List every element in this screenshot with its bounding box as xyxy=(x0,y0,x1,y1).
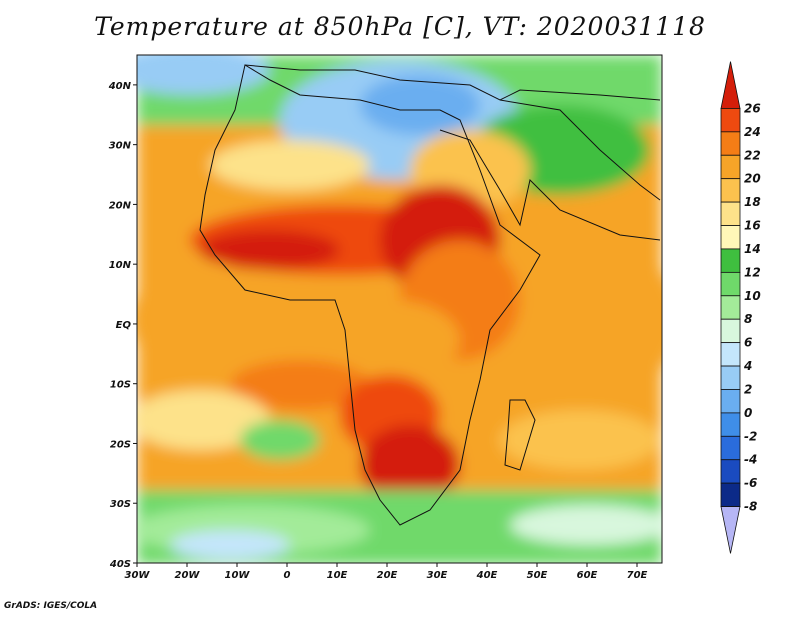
lon-tick-label: 50E xyxy=(527,570,548,581)
lat-tick-label: 30N xyxy=(109,141,132,152)
colorbar-swatch xyxy=(720,459,741,484)
lon-tick-label: 60E xyxy=(577,570,598,581)
lat-tick-label: 20S xyxy=(110,439,131,450)
colorbar-swatch xyxy=(720,482,741,507)
colorbar-swatch xyxy=(720,154,741,180)
colorbar-label: 0 xyxy=(744,406,752,420)
colorbar-swatch xyxy=(720,295,741,320)
colorbar-label: -8 xyxy=(744,500,757,514)
lon-tick-label: 10E xyxy=(327,570,348,581)
colorbar-label: 16 xyxy=(744,219,761,233)
lon-tick-label: 30E xyxy=(427,570,448,581)
latitude-axis: 40N 30N 20N 10N EQ 10S 20S 30S 40S xyxy=(108,81,137,570)
credit-text: GrADS: IGES/COLA xyxy=(4,601,98,611)
lon-tick-label: 40E xyxy=(476,570,498,581)
lat-tick-label: 20N xyxy=(109,200,132,211)
colorbar-label: -2 xyxy=(744,429,757,443)
lon-tick-label: 30W xyxy=(125,570,151,581)
longitude-axis: 30W 20W 10W 0 10E 20E 30E 40E 50E 60E 70E xyxy=(125,563,648,581)
colorbar-swatch xyxy=(720,61,741,109)
colorbar-label: 10 xyxy=(744,289,761,303)
colorbar-swatch xyxy=(720,342,741,367)
colorbar-swatch xyxy=(720,318,741,344)
colorbar-label: 2 xyxy=(744,382,752,396)
colorbar-label: -4 xyxy=(744,453,757,467)
lat-tick-label: 10N xyxy=(109,260,132,271)
colorbar-label: 12 xyxy=(744,265,761,279)
colorbar-swatch xyxy=(720,225,741,250)
colorbar-label: -6 xyxy=(744,476,757,490)
colorbar-label: 20 xyxy=(744,172,761,186)
lon-tick-label: 0 xyxy=(284,570,291,581)
lon-tick-label: 10W xyxy=(225,570,251,581)
lon-tick-label: 70E xyxy=(627,570,648,581)
colorbar-swatch xyxy=(720,131,741,156)
lat-tick-label: 30S xyxy=(110,499,131,510)
lat-tick-label: 10S xyxy=(110,380,131,391)
lon-tick-label: 20W xyxy=(175,570,201,581)
lat-tick-label: EQ xyxy=(116,320,132,331)
colorbar-swatch xyxy=(720,271,741,297)
colorbar-swatch xyxy=(720,506,741,554)
map-title: Temperature at 850hPa [C], VT: 202003111… xyxy=(94,12,706,41)
colorbar-swatch xyxy=(720,178,741,203)
plot-frame xyxy=(136,54,663,564)
lon-tick-label: 20E xyxy=(377,570,398,581)
colorbar-swatch xyxy=(720,108,741,133)
colorbar-label: 26 xyxy=(744,101,761,115)
colorbar-label: 18 xyxy=(744,195,761,209)
colorbar-label: 22 xyxy=(744,148,761,162)
colorbar-swatch xyxy=(720,248,741,273)
colorbar-label: 8 xyxy=(744,312,752,326)
colorbar-label: 4 xyxy=(743,359,752,373)
colorbar-swatch xyxy=(720,389,741,414)
colorbar-swatch xyxy=(720,365,741,390)
coastlines xyxy=(199,64,661,526)
colorbar-label: 6 xyxy=(744,336,752,350)
colorbar-swatch xyxy=(720,435,741,461)
lat-tick-label: 40S xyxy=(109,559,131,570)
colorbar-swatch xyxy=(720,201,741,226)
colorbar-label: 24 xyxy=(744,125,761,139)
colorbar-swatch xyxy=(720,412,741,437)
temperature-field xyxy=(137,55,662,563)
colorbar-label: 14 xyxy=(744,242,761,256)
lat-tick-label: 40N xyxy=(108,81,132,92)
